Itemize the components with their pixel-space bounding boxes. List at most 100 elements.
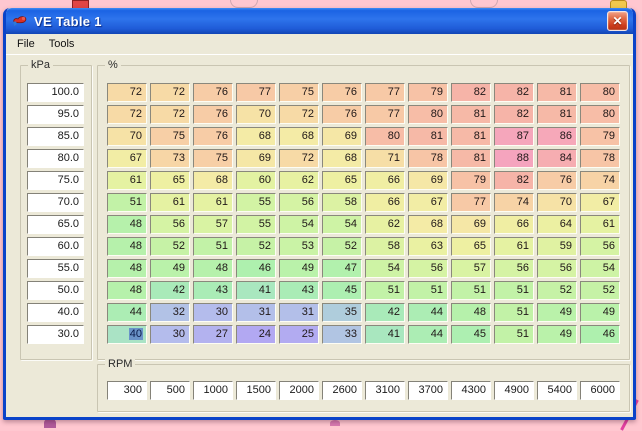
ve-cell[interactable]: 77 (365, 83, 405, 102)
rpm-value-box[interactable]: 500 (150, 381, 190, 400)
ve-cell[interactable]: 67 (107, 149, 147, 168)
ve-cell[interactable]: 51 (365, 281, 405, 300)
ve-cell[interactable]: 35 (322, 303, 362, 322)
ve-cell[interactable]: 27 (193, 325, 233, 344)
ve-cell[interactable]: 49 (580, 303, 620, 322)
ve-cell[interactable]: 56 (580, 237, 620, 256)
ve-cell[interactable]: 69 (322, 127, 362, 146)
ve-cell[interactable]: 61 (193, 193, 233, 212)
ve-cell[interactable]: 79 (408, 83, 448, 102)
ve-cell[interactable]: 76 (193, 83, 233, 102)
ve-cell[interactable]: 75 (279, 83, 319, 102)
kpa-value-box[interactable]: 75.0 (27, 171, 84, 190)
ve-cell[interactable]: 69 (236, 149, 276, 168)
ve-cell[interactable]: 48 (107, 237, 147, 256)
ve-cell[interactable]: 80 (580, 105, 620, 124)
ve-cell[interactable]: 42 (365, 303, 405, 322)
ve-cell[interactable]: 68 (236, 127, 276, 146)
ve-cell[interactable]: 31 (279, 303, 319, 322)
ve-cell[interactable]: 43 (193, 281, 233, 300)
ve-cell[interactable]: 41 (365, 325, 405, 344)
ve-cell[interactable]: 81 (537, 105, 577, 124)
kpa-value-box[interactable]: 40.0 (27, 303, 84, 322)
ve-cell[interactable]: 32 (150, 303, 190, 322)
ve-cell[interactable]: 49 (150, 259, 190, 278)
ve-cell[interactable]: 43 (279, 281, 319, 300)
ve-cell[interactable]: 61 (150, 193, 190, 212)
rpm-value-box[interactable]: 1000 (193, 381, 233, 400)
title-bar[interactable]: VE Table 1 ✕ (6, 8, 633, 34)
ve-cell[interactable]: 47 (322, 259, 362, 278)
ve-cell[interactable]: 80 (580, 83, 620, 102)
rpm-value-box[interactable]: 3100 (365, 381, 405, 400)
ve-cell[interactable]: 51 (494, 325, 534, 344)
ve-cell[interactable]: 84 (537, 149, 577, 168)
ve-cell[interactable]: 62 (279, 171, 319, 190)
close-button[interactable]: ✕ (607, 11, 628, 31)
ve-cell[interactable]: 46 (580, 325, 620, 344)
ve-cell[interactable]: 45 (322, 281, 362, 300)
ve-cell[interactable]: 59 (537, 237, 577, 256)
ve-cell[interactable]: 81 (451, 127, 491, 146)
ve-cell[interactable]: 51 (408, 281, 448, 300)
ve-cell[interactable]: 54 (365, 259, 405, 278)
ve-cell[interactable]: 25 (279, 325, 319, 344)
ve-cell[interactable]: 48 (193, 259, 233, 278)
ve-cell[interactable]: 24 (236, 325, 276, 344)
ve-cell[interactable]: 54 (580, 259, 620, 278)
ve-cell[interactable]: 54 (322, 215, 362, 234)
ve-cell[interactable]: 63 (408, 237, 448, 256)
ve-cell[interactable]: 77 (365, 105, 405, 124)
ve-cell[interactable]: 65 (451, 237, 491, 256)
ve-cell[interactable]: 49 (537, 325, 577, 344)
ve-cell[interactable]: 55 (236, 193, 276, 212)
ve-cell[interactable]: 44 (408, 303, 448, 322)
ve-cell[interactable]: 82 (451, 83, 491, 102)
ve-cell[interactable]: 68 (193, 171, 233, 190)
ve-cell[interactable]: 66 (365, 171, 405, 190)
ve-cell[interactable]: 49 (537, 303, 577, 322)
ve-cell[interactable]: 56 (537, 259, 577, 278)
ve-cell[interactable]: 52 (537, 281, 577, 300)
ve-cell[interactable]: 69 (451, 215, 491, 234)
ve-cell[interactable]: 77 (451, 193, 491, 212)
kpa-value-box[interactable]: 50.0 (27, 281, 84, 300)
kpa-value-box[interactable]: 100.0 (27, 83, 84, 102)
ve-cell[interactable]: 72 (107, 105, 147, 124)
ve-cell[interactable]: 58 (365, 237, 405, 256)
ve-cell[interactable]: 82 (494, 83, 534, 102)
ve-cell[interactable]: 76 (193, 127, 233, 146)
rpm-value-box[interactable]: 5400 (537, 381, 577, 400)
ve-cell[interactable]: 76 (322, 83, 362, 102)
ve-cell[interactable]: 87 (494, 127, 534, 146)
ve-cell[interactable]: 54 (279, 215, 319, 234)
ve-cell[interactable]: 70 (537, 193, 577, 212)
ve-cell[interactable]: 74 (580, 171, 620, 190)
ve-cell[interactable]: 64 (537, 215, 577, 234)
ve-cell[interactable]: 76 (193, 105, 233, 124)
ve-cell[interactable]: 65 (322, 171, 362, 190)
ve-cell[interactable]: 66 (494, 215, 534, 234)
ve-cell[interactable]: 33 (322, 325, 362, 344)
kpa-value-box[interactable]: 60.0 (27, 237, 84, 256)
ve-cell[interactable]: 72 (150, 83, 190, 102)
ve-cell[interactable]: 69 (408, 171, 448, 190)
ve-cell[interactable]: 44 (408, 325, 448, 344)
ve-cell[interactable]: 77 (236, 83, 276, 102)
ve-cell[interactable]: 56 (494, 259, 534, 278)
ve-cell[interactable]: 62 (365, 215, 405, 234)
rpm-value-box[interactable]: 1500 (236, 381, 276, 400)
kpa-value-box[interactable]: 55.0 (27, 259, 84, 278)
ve-cell[interactable]: 57 (451, 259, 491, 278)
ve-cell[interactable]: 52 (236, 237, 276, 256)
ve-cell[interactable]: 52 (580, 281, 620, 300)
ve-cell[interactable]: 70 (236, 105, 276, 124)
ve-cell[interactable]: 71 (365, 149, 405, 168)
ve-cell[interactable]: 75 (150, 127, 190, 146)
ve-cell[interactable]: 58 (322, 193, 362, 212)
ve-cell[interactable]: 48 (107, 281, 147, 300)
menu-tools[interactable]: Tools (48, 38, 75, 50)
rpm-value-box[interactable]: 4900 (494, 381, 534, 400)
ve-cell[interactable]: 81 (408, 127, 448, 146)
ve-cell[interactable]: 78 (580, 149, 620, 168)
